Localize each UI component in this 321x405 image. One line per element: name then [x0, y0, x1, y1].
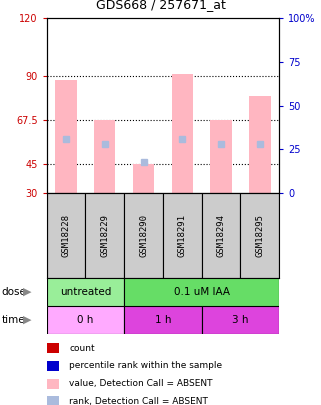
- Bar: [47, 361, 59, 371]
- Bar: [202, 306, 279, 334]
- Text: untreated: untreated: [60, 287, 111, 297]
- Text: value, Detection Call = ABSENT: value, Detection Call = ABSENT: [69, 379, 213, 388]
- Bar: [240, 193, 279, 278]
- Text: GSM18228: GSM18228: [61, 214, 70, 257]
- Text: ▶: ▶: [23, 287, 31, 297]
- Bar: [124, 306, 202, 334]
- Bar: [47, 396, 59, 405]
- Bar: [249, 96, 271, 193]
- Text: GSM18290: GSM18290: [139, 214, 148, 257]
- Text: GDS668 / 257671_at: GDS668 / 257671_at: [96, 0, 225, 11]
- Bar: [211, 120, 232, 193]
- Text: ▶: ▶: [23, 315, 31, 325]
- Text: 3 h: 3 h: [232, 315, 249, 325]
- Bar: [124, 278, 279, 306]
- Text: 0 h: 0 h: [77, 315, 93, 325]
- Bar: [163, 193, 202, 278]
- Text: GSM18294: GSM18294: [217, 214, 226, 257]
- Text: percentile rank within the sample: percentile rank within the sample: [69, 361, 222, 371]
- Text: dose: dose: [2, 287, 26, 297]
- Text: rank, Detection Call = ABSENT: rank, Detection Call = ABSENT: [69, 397, 208, 405]
- Text: time: time: [2, 315, 25, 325]
- Text: 1 h: 1 h: [155, 315, 171, 325]
- Bar: [172, 75, 193, 193]
- Text: count: count: [69, 344, 95, 353]
- Bar: [47, 343, 59, 353]
- Bar: [202, 193, 240, 278]
- Text: GSM18229: GSM18229: [100, 214, 109, 257]
- Bar: [94, 120, 115, 193]
- Bar: [47, 379, 59, 389]
- Bar: [47, 278, 124, 306]
- Bar: [47, 306, 124, 334]
- Bar: [55, 80, 77, 193]
- Bar: [124, 193, 163, 278]
- Text: GSM18295: GSM18295: [256, 214, 265, 257]
- Bar: [85, 193, 124, 278]
- Bar: [133, 164, 154, 193]
- Bar: [47, 193, 85, 278]
- Text: 0.1 uM IAA: 0.1 uM IAA: [174, 287, 230, 297]
- Text: GSM18291: GSM18291: [178, 214, 187, 257]
